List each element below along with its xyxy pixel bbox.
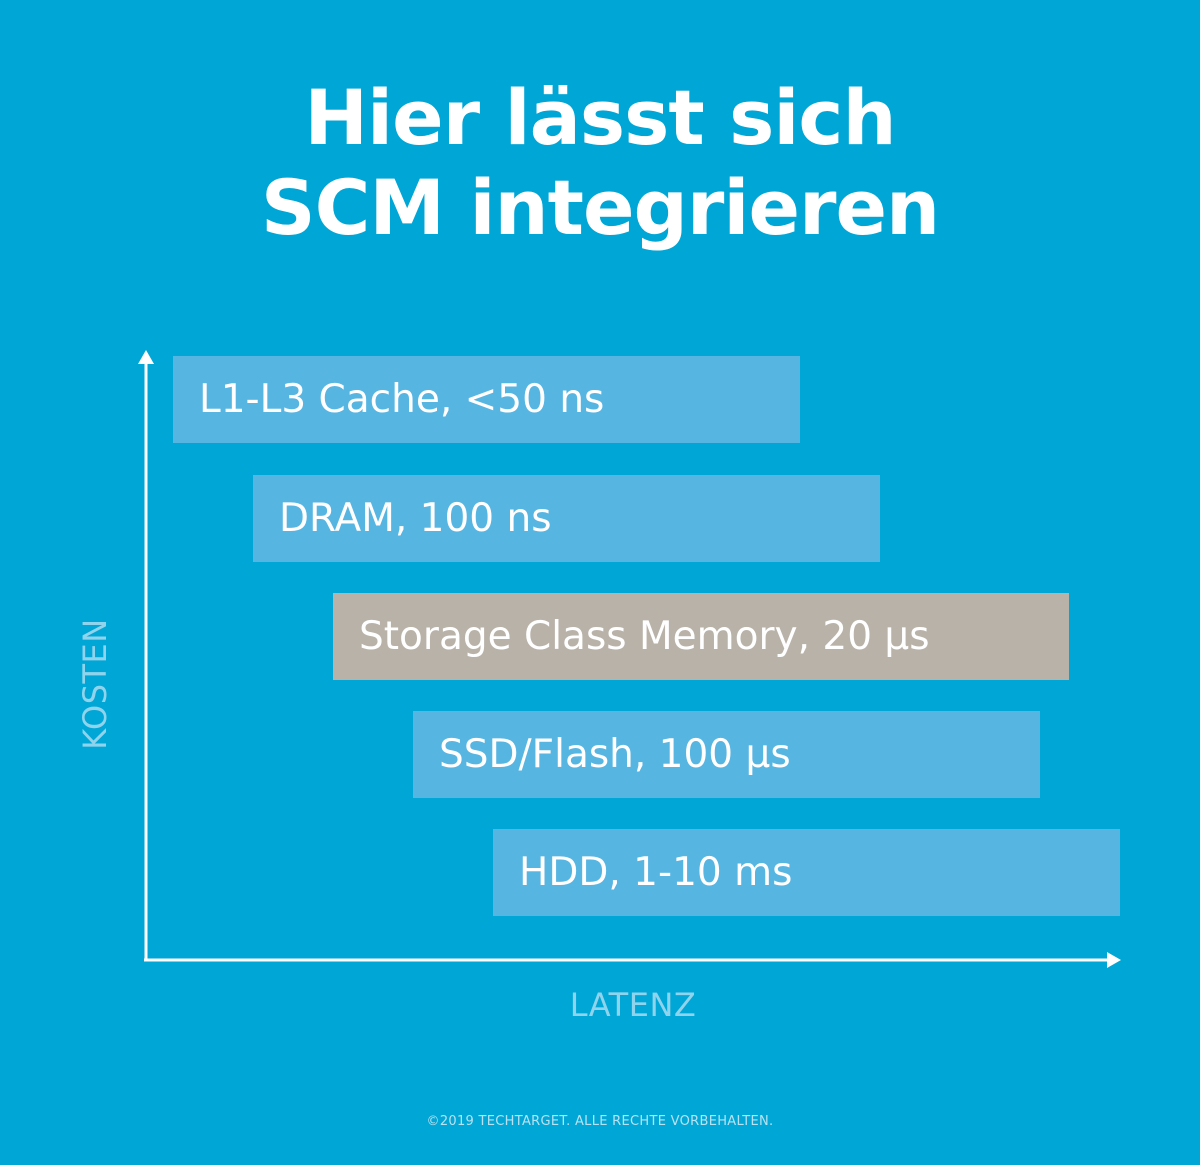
- copyright-footer: ©2019 TECHTARGET. ALLE RECHTE VORBEHALTE…: [426, 1114, 774, 1129]
- tier-bar-storage-class-memory: Storage Class Memory, 20 µs: [333, 593, 1069, 680]
- tier-label-hdd: HDD, 1-10 ms: [519, 850, 793, 895]
- tier-label-ssd-flash: SSD/Flash, 100 µs: [439, 732, 791, 777]
- tier-bar-l1-l3-cache: L1-L3 Cache, <50 ns: [173, 356, 800, 443]
- title-line-2: SCM integrieren: [260, 163, 940, 252]
- x-axis-arrowhead: [1107, 952, 1121, 968]
- x-axis-label: LATENZ: [569, 986, 697, 1024]
- tier-label-storage-class-memory: Storage Class Memory, 20 µs: [359, 614, 930, 659]
- tier-bar-dram: DRAM, 100 ns: [253, 475, 880, 562]
- y-axis-label: KOSTEN: [76, 618, 114, 750]
- tier-bar-hdd: HDD, 1-10 ms: [493, 829, 1120, 916]
- y-axis-arrowhead: [138, 350, 154, 364]
- tier-label-l1-l3-cache: L1-L3 Cache, <50 ns: [199, 377, 605, 422]
- tier-label-dram: DRAM, 100 ns: [279, 496, 552, 541]
- tier-bar-ssd-flash: SSD/Flash, 100 µs: [413, 711, 1040, 798]
- title-line-1: Hier lässt sich: [304, 73, 896, 162]
